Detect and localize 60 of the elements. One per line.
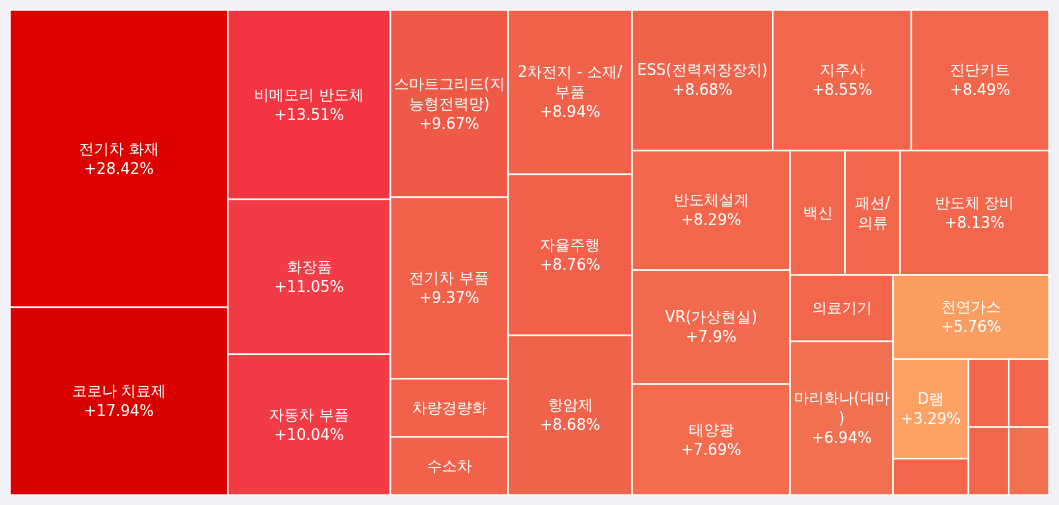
category-label: 비메모리 반도체 (254, 85, 365, 104)
항암제: 항암제 +8.68% (507, 334, 633, 496)
category-label: 2차전지 - 소재/부품 (517, 63, 624, 102)
스마트그리드(지능형전력망): 스마트그리드(지능형전력망) +9.67% (389, 9, 509, 199)
의료기기: 의료기기 (789, 274, 894, 343)
진단키트: 진단키트 +8.49% (910, 9, 1050, 152)
반도체설계: 반도체설계 +8.29% (631, 149, 791, 271)
category-label: 차량경량화 (411, 398, 487, 417)
지주사: 지주사 +8.55% (772, 9, 913, 152)
자율주행: 자율주행 +8.76% (507, 173, 633, 337)
data-label: +8.49% (950, 81, 1011, 100)
천연가스: 천연가스 +5.76% (892, 274, 1050, 360)
category-label: 반도체설계 (673, 191, 749, 210)
category-label: 지주사 (819, 61, 865, 80)
data-label: +17.94% (84, 402, 154, 421)
수소차: 수소차 (389, 436, 509, 496)
data-label: +8.68% (539, 416, 601, 435)
category-label: D램 (917, 389, 945, 408)
패션/의류: 패션/의류 (844, 149, 901, 276)
category-label: 수소차 (426, 456, 472, 475)
data-label: +7.69% (680, 440, 742, 459)
category-label: 코로나 치료제 (71, 382, 167, 401)
category-label: ESS(전력저장장치) (637, 61, 768, 80)
data-label: +8.76% (539, 255, 601, 274)
data-label: +9.67% (419, 114, 480, 133)
data-label: +9.37% (419, 289, 480, 308)
category-label: 항암제 (547, 396, 593, 415)
data-label: +28.42% (84, 159, 154, 178)
data-label: +10.04% (274, 425, 345, 444)
차량경량화: 차량경량화 (389, 378, 509, 438)
data-label: +3.29% (900, 409, 961, 428)
태양광: 태양광 +7.69% (631, 383, 791, 496)
data-label: +6.94% (811, 429, 872, 448)
category-label: 천연가스 (941, 298, 1002, 317)
data-label: +8.13% (944, 213, 1005, 232)
data-label: +13.51% (274, 105, 345, 124)
category-label: 자동차 부품 (269, 405, 350, 424)
data-label: +8.29% (680, 211, 742, 230)
data-label: +8.94% (539, 103, 601, 122)
category-label: 반도체 장비 (934, 193, 1015, 212)
category-label: 스마트그리드(지능형전력망) (393, 74, 505, 113)
category-label: VR(가상현실) (664, 308, 758, 327)
category-label: 화장품 (286, 257, 332, 276)
마리화나(대마): 마리화나(대마) +6.94% (789, 340, 894, 496)
data-label: +5.76% (940, 318, 1002, 337)
category-label: 마리화나(대마) (793, 389, 890, 428)
category-label: 백신 (802, 203, 833, 222)
data-label: +8.55% (811, 81, 873, 100)
data-label: +7.9% (685, 328, 737, 347)
백신: 백신 (789, 149, 846, 276)
category-label: 진단키트 (950, 61, 1011, 80)
category-label: 의료기기 (811, 299, 872, 318)
화장품: 화장품 +11.05% (227, 198, 392, 355)
data-label: +11.05% (274, 277, 345, 296)
category-label: 태양광 (688, 420, 734, 439)
data-label: +8.68% (672, 81, 733, 100)
category-label: 전기차 부품 (409, 269, 490, 288)
category-label: 자율주행 (540, 235, 601, 254)
category-label: 패션/의류 (855, 193, 892, 232)
category-label: 전기차 화재 (79, 139, 159, 158)
